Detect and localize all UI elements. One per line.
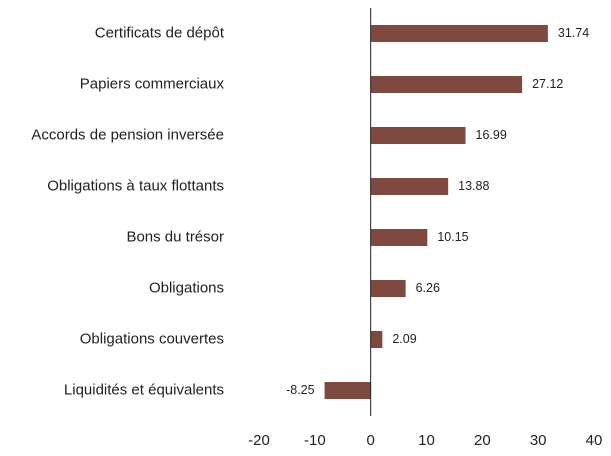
value-label: 13.88: [458, 179, 489, 193]
value-label: -8.25: [286, 383, 315, 397]
x-tick-label: 40: [586, 432, 603, 449]
value-label: 31.74: [558, 26, 589, 40]
bar: [370, 280, 406, 297]
value-label: 10.15: [437, 230, 468, 244]
category-label: Obligations couvertes: [80, 330, 224, 347]
category-label: Papiers commerciaux: [80, 75, 225, 92]
bar: [370, 127, 466, 144]
value-label: 2.09: [392, 332, 416, 346]
x-tick-label: 0: [366, 432, 374, 449]
value-label: 6.26: [416, 281, 440, 295]
value-label: 16.99: [476, 128, 507, 142]
x-tick-label: -10: [304, 432, 326, 449]
bar: [370, 331, 383, 348]
category-label: Liquidités et équivalents: [64, 381, 224, 398]
value-label: 27.12: [532, 77, 563, 91]
bar: [370, 25, 548, 42]
category-label: Bons du trésor: [126, 228, 224, 245]
x-tick-label: -20: [248, 432, 270, 449]
x-tick-label: 10: [418, 432, 435, 449]
category-label: Accords de pension inversée: [31, 126, 224, 143]
x-tick-label: 30: [530, 432, 547, 449]
category-label: Obligations à taux flottants: [47, 177, 224, 194]
bar: [370, 76, 523, 93]
bar: [370, 178, 449, 195]
category-label: Obligations: [149, 279, 224, 296]
x-tick-label: 20: [474, 432, 491, 449]
bar: [324, 382, 371, 399]
bar: [370, 229, 428, 246]
category-label: Certificats de dépôt: [95, 24, 225, 41]
